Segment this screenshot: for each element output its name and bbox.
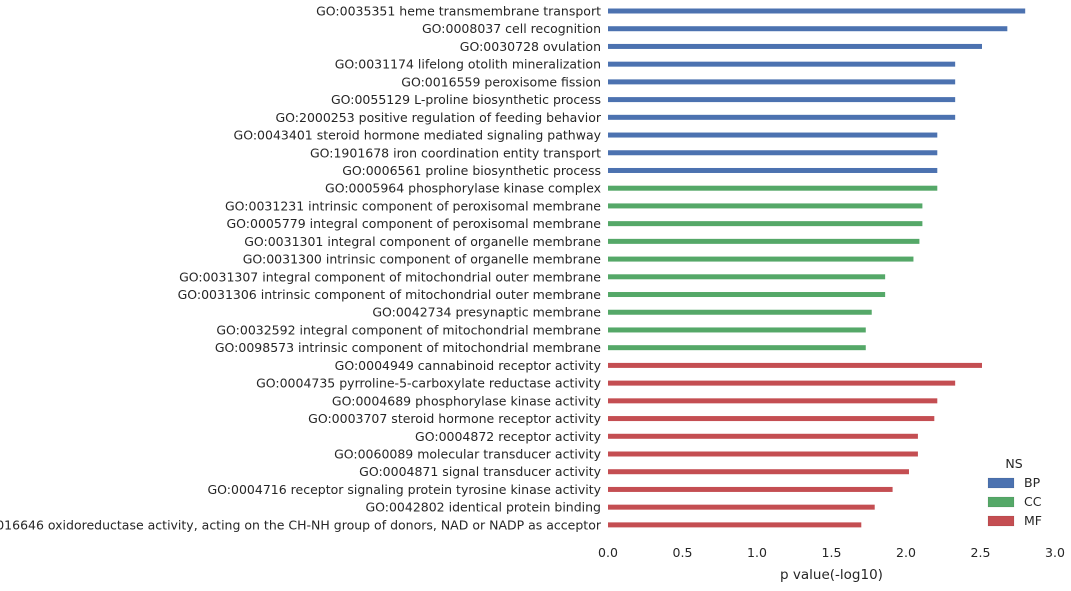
bar <box>608 97 956 103</box>
bar <box>608 203 923 209</box>
x-tick-label: 0.0 <box>598 545 618 560</box>
category-label: GO:0060089 molecular transducer activity <box>334 447 602 462</box>
category-label: GO:0004689 phosphorylase kinase activity <box>332 393 602 408</box>
x-axis-label: p value(-log10) <box>780 567 883 583</box>
bar <box>608 238 920 244</box>
x-tick-label: 0.5 <box>673 545 693 560</box>
category-label: GO:0031174 lifelong otolith mineralizati… <box>335 57 601 72</box>
category-label: GO:0005779 integral component of peroxis… <box>227 216 602 231</box>
legend-title: NS <box>1005 456 1022 471</box>
bar <box>608 274 886 280</box>
legend-swatch <box>987 496 1015 508</box>
category-label: GO:0031307 integral component of mitocho… <box>179 269 601 284</box>
category-label: GO:0004716 receptor signaling protein ty… <box>208 482 602 497</box>
bar <box>608 61 956 67</box>
x-tick-label: 2.0 <box>896 545 916 560</box>
bar <box>608 167 938 173</box>
bar <box>608 221 923 227</box>
category-label: GO:0042802 identical protein binding <box>365 500 601 515</box>
bar <box>608 327 866 333</box>
bar <box>608 114 956 120</box>
bar <box>608 256 914 262</box>
bar <box>608 292 886 298</box>
category-label: GO:0030728 ovulation <box>460 39 601 54</box>
category-label: GO:0043401 steroid hormone mediated sign… <box>234 128 602 143</box>
legend-swatch <box>987 477 1015 489</box>
bar <box>608 522 862 528</box>
category-label: GO:0042734 presynaptic membrane <box>372 305 601 320</box>
x-tick-label: 3.0 <box>1045 545 1065 560</box>
bar <box>608 309 872 315</box>
legend-label: MF <box>1024 513 1042 528</box>
category-label: GO:0031231 intrinsic component of peroxi… <box>225 198 601 213</box>
bar <box>608 380 956 386</box>
legend-label: CC <box>1024 494 1042 509</box>
legend-swatch <box>987 515 1015 527</box>
bar <box>608 469 909 475</box>
legend-label: BP <box>1024 475 1041 490</box>
category-label: GO:0035351 heme transmembrane transport <box>316 4 601 19</box>
bar <box>608 416 935 422</box>
bar <box>608 43 982 49</box>
category-label: GO:0031300 intrinsic component of organe… <box>243 252 602 267</box>
bar <box>608 398 938 404</box>
category-label: GO:0016559 peroxisome fission <box>401 74 601 89</box>
category-label: GO:0003707 steroid hormone receptor acti… <box>308 411 601 426</box>
bar <box>608 345 866 351</box>
category-label: GO:0005964 phosphorylase kinase complex <box>325 181 601 196</box>
x-tick-label: 1.0 <box>747 545 767 560</box>
bar <box>608 8 1026 14</box>
bar <box>608 185 938 191</box>
category-label: GO:0004735 pyrroline-5-carboxylate reduc… <box>256 376 602 391</box>
category-label: GO:0055129 L-proline biosynthetic proces… <box>331 92 601 107</box>
category-label: GO:1901678 iron coordination entity tran… <box>310 145 601 160</box>
category-label: GO:0008037 cell recognition <box>422 21 601 36</box>
category-label: GO:0031306 intrinsic component of mitoch… <box>178 287 602 302</box>
bar <box>608 433 918 439</box>
category-label: GO:0032592 integral component of mitocho… <box>216 322 601 337</box>
category-label: GO:0016646 oxidoreductase activity, acti… <box>0 517 602 532</box>
category-label: GO:0031301 integral component of organel… <box>244 234 601 249</box>
x-tick-label: 1.5 <box>822 545 842 560</box>
bar <box>608 150 938 156</box>
bar <box>608 132 938 138</box>
category-label: GO:2000253 positive regulation of feedin… <box>275 110 601 125</box>
x-tick-label: 2.5 <box>971 545 991 560</box>
bar <box>608 26 1008 32</box>
category-label: GO:0098573 intrinsic component of mitoch… <box>215 340 601 355</box>
category-label: GO:0004871 signal transducer activity <box>359 464 601 479</box>
bar <box>608 79 956 85</box>
bar <box>608 504 875 510</box>
bar <box>608 451 918 457</box>
category-label: GO:0004872 receptor activity <box>415 429 602 444</box>
bar <box>608 486 893 492</box>
category-label: GO:0004949 cannabinoid receptor activity <box>335 358 602 373</box>
bar <box>608 362 982 368</box>
category-label: GO:0006561 proline biosynthetic process <box>342 163 601 178</box>
